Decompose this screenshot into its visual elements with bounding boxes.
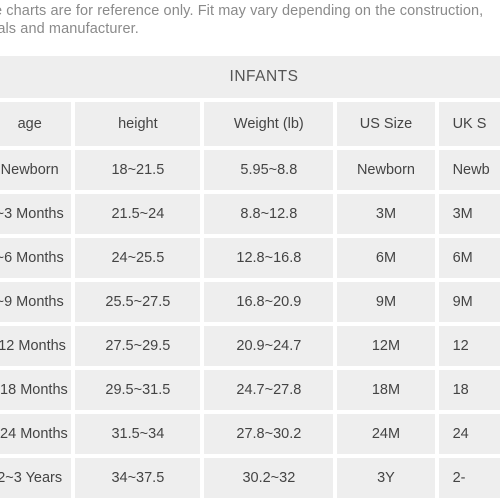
cell-us-size: 24M — [337, 414, 439, 454]
cell-uk-size: 3M — [438, 194, 500, 234]
table-row: -12 Months 27.5~29.5 20.9~24.7 12M 12 — [0, 326, 500, 370]
disclaimer-line-2: ials and manufacturer. — [0, 21, 139, 37]
cell-uk-size: 9M — [438, 282, 500, 322]
cell-weight: 27.8~30.2 — [204, 414, 338, 454]
size-table: INFANTS age height Weight (lb) US Size U… — [0, 56, 500, 500]
cell-height: 34~37.5 — [75, 458, 205, 498]
cell-us-size: 3Y — [337, 458, 439, 498]
header-uk-size: UK S — [438, 102, 500, 146]
cell-age: ~3 Months — [0, 194, 76, 234]
cell-uk-size: 24 — [438, 414, 500, 454]
cell-height: 29.5~31.5 — [75, 370, 205, 410]
cell-us-size: 18M — [337, 370, 439, 410]
cell-height: 24~25.5 — [75, 238, 205, 278]
cell-uk-size: 6M — [438, 238, 500, 278]
header-age: age — [0, 102, 76, 146]
table-row: ~6 Months 24~25.5 12.8~16.8 6M 6M — [0, 238, 500, 282]
cell-uk-size: 12 — [438, 326, 500, 366]
cell-weight: 5.95~8.8 — [204, 150, 338, 190]
disclaimer-note: e charts are for reference only. Fit may… — [0, 2, 500, 38]
cell-age: -12 Months — [0, 326, 76, 366]
table-row: ~3 Months 21.5~24 8.8~12.8 3M 3M — [0, 194, 500, 238]
cell-age: ~24 Months — [0, 414, 76, 454]
cell-age: ~9 Months — [0, 282, 76, 322]
cell-uk-size: 2- — [438, 458, 500, 498]
table-row: ~9 Months 25.5~27.5 16.8~20.9 9M 9M — [0, 282, 500, 326]
cell-us-size: Newborn — [337, 150, 439, 190]
cell-height: 18~21.5 — [75, 150, 205, 190]
cell-age: ~6 Months — [0, 238, 76, 278]
cell-height: 27.5~29.5 — [75, 326, 205, 366]
table-title: INFANTS — [0, 56, 500, 102]
cell-age: Newborn — [0, 150, 76, 190]
cell-weight: 12.8~16.8 — [204, 238, 338, 278]
cell-uk-size: Newb — [438, 150, 500, 190]
cell-age: ~18 Months — [0, 370, 76, 410]
cell-uk-size: 18 — [438, 370, 500, 410]
cell-weight: 16.8~20.9 — [204, 282, 338, 322]
table-header-row: age height Weight (lb) US Size UK S — [0, 102, 500, 150]
cell-height: 31.5~34 — [75, 414, 205, 454]
cell-height: 25.5~27.5 — [75, 282, 205, 322]
cell-age: 2~3 Years — [0, 458, 76, 498]
cell-weight: 24.7~27.8 — [204, 370, 338, 410]
table-row: 2~3 Years 34~37.5 30.2~32 3Y 2- — [0, 458, 500, 500]
cell-us-size: 3M — [337, 194, 439, 234]
table-row: Newborn 18~21.5 5.95~8.8 Newborn Newb — [0, 150, 500, 194]
header-weight: Weight (lb) — [204, 102, 338, 146]
cell-height: 21.5~24 — [75, 194, 205, 234]
header-us-size: US Size — [337, 102, 439, 146]
table-row: ~24 Months 31.5~34 27.8~30.2 24M 24 — [0, 414, 500, 458]
cell-us-size: 9M — [337, 282, 439, 322]
disclaimer-line-1: e charts are for reference only. Fit may… — [0, 3, 484, 19]
cell-us-size: 6M — [337, 238, 439, 278]
table-row: ~18 Months 29.5~31.5 24.7~27.8 18M 18 — [0, 370, 500, 414]
cell-weight: 20.9~24.7 — [204, 326, 338, 366]
cell-weight: 8.8~12.8 — [204, 194, 338, 234]
cell-us-size: 12M — [337, 326, 439, 366]
cell-weight: 30.2~32 — [204, 458, 338, 498]
header-height: height — [75, 102, 205, 146]
